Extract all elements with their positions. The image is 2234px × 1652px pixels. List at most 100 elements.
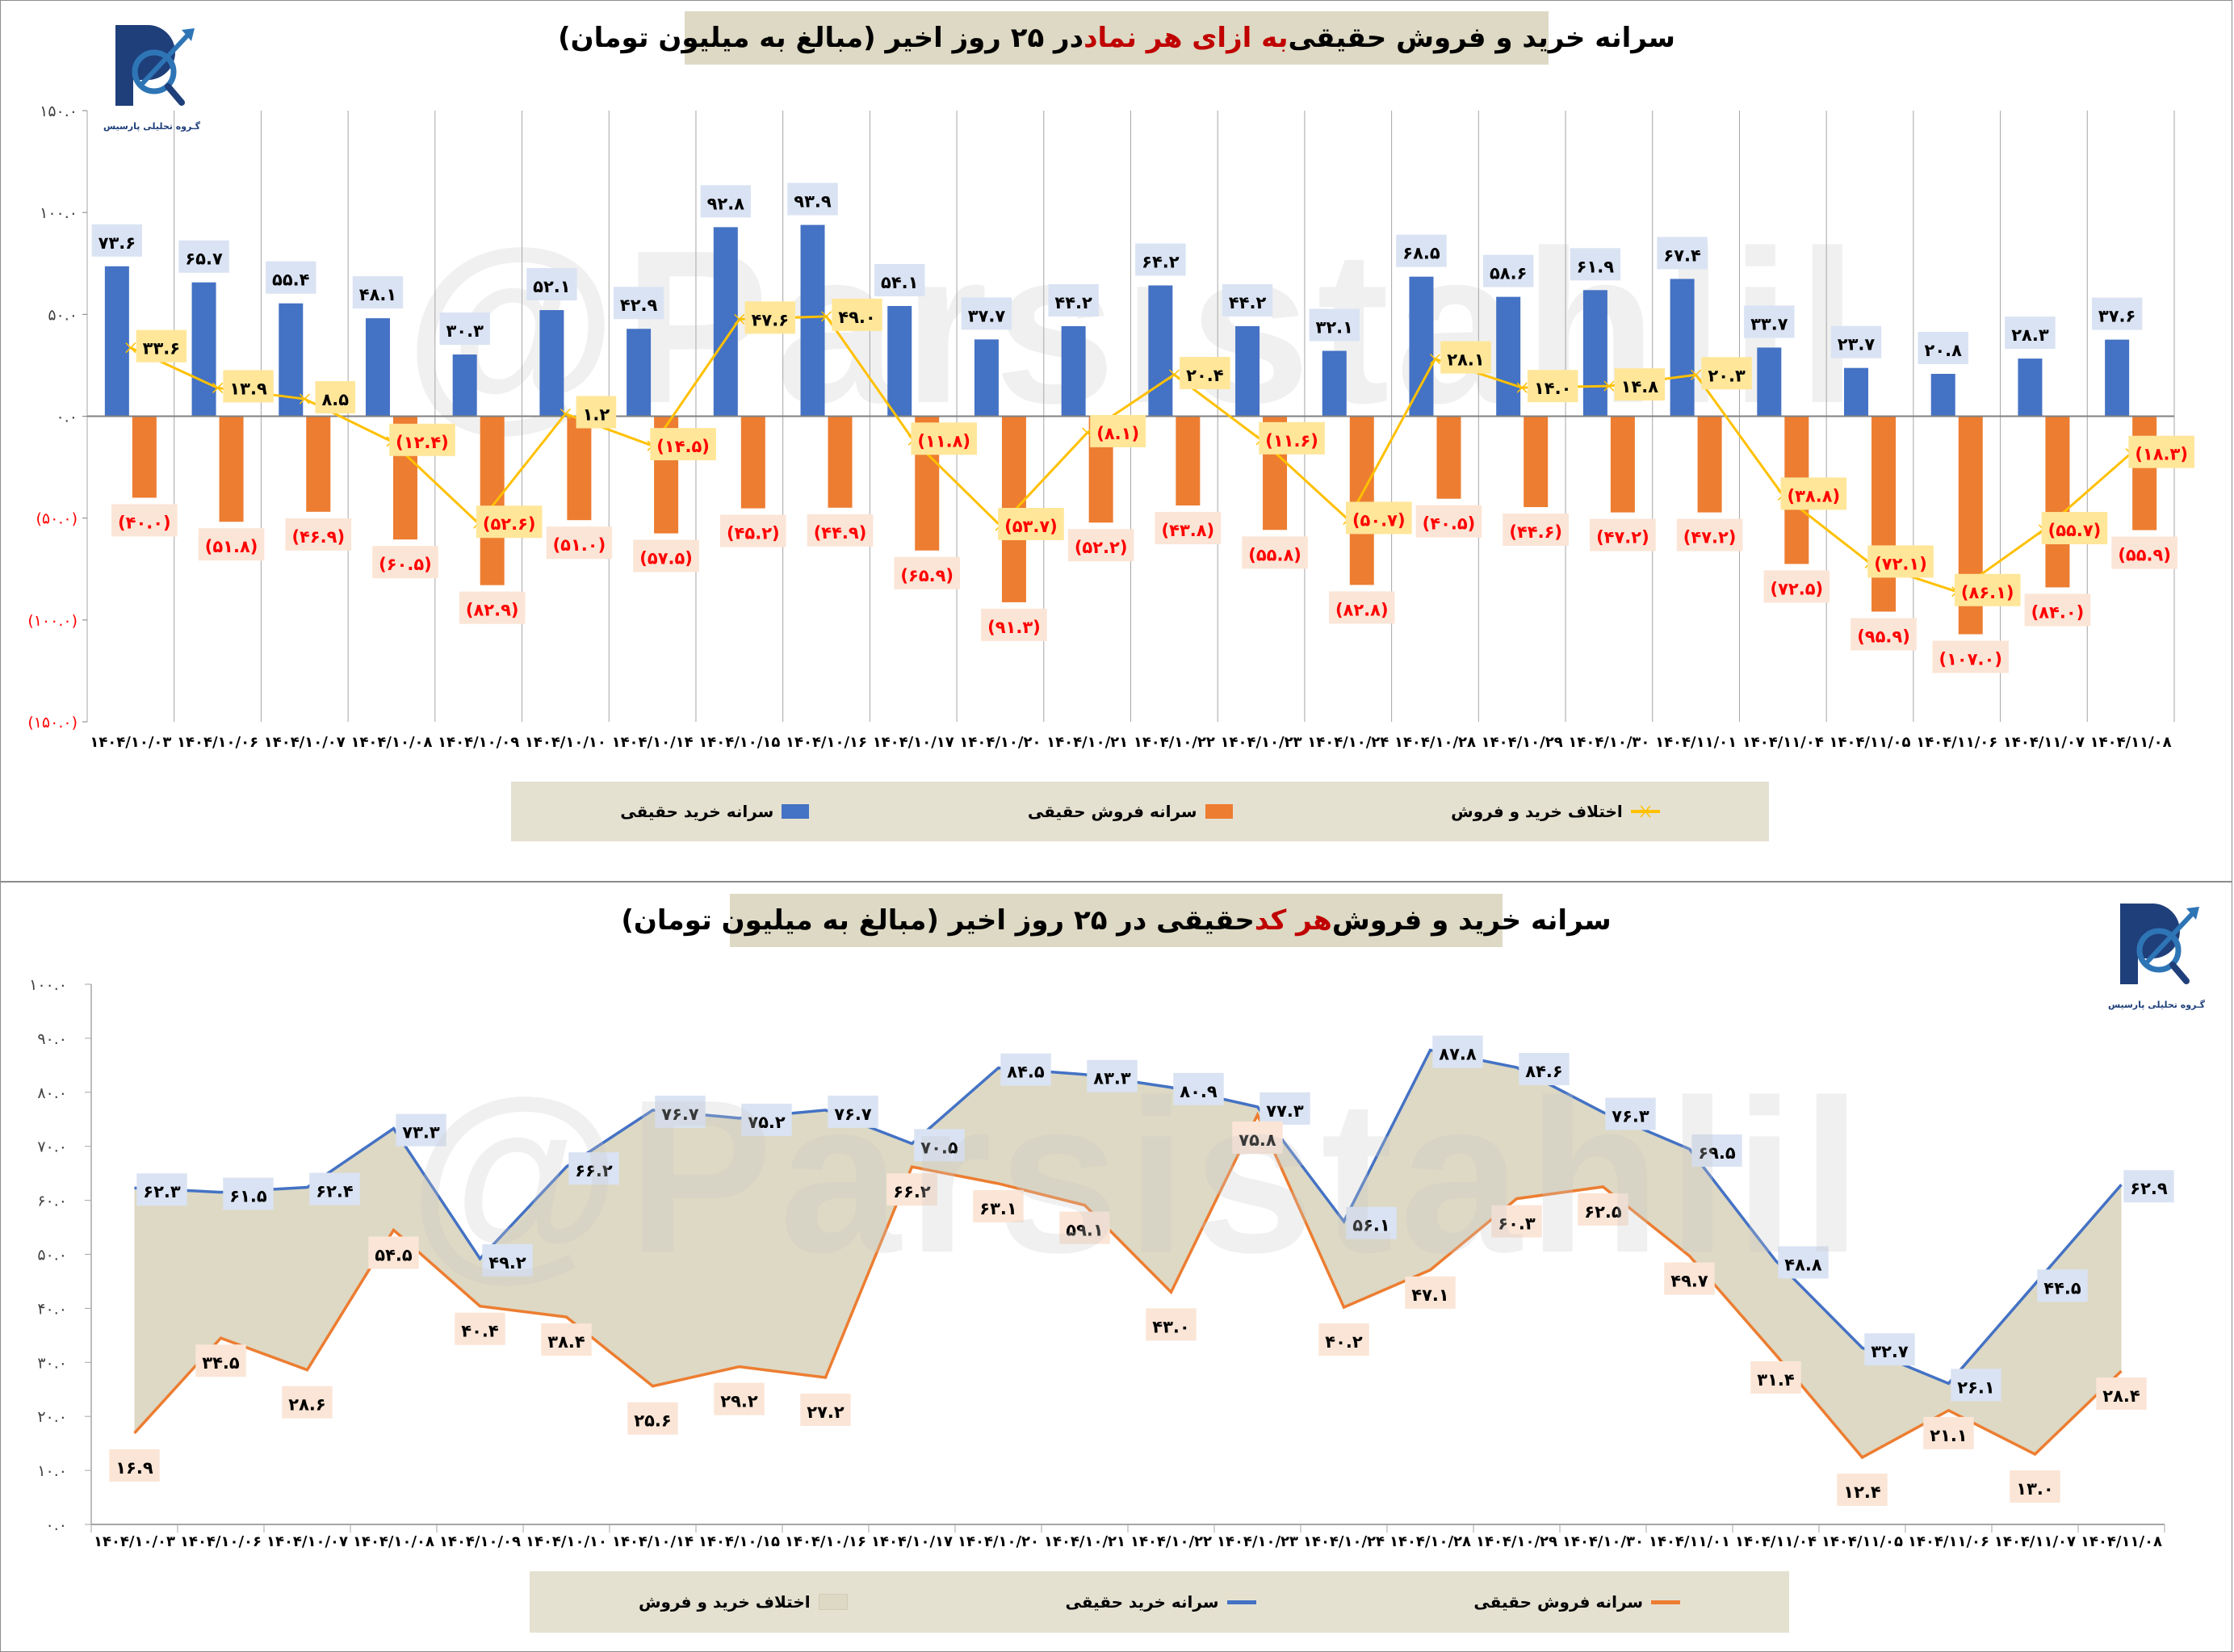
x-tick-label: ۱۴۰۴/۱۰/۰۳	[90, 734, 171, 751]
sell-data-label-text: ۲۸.۴	[2102, 1386, 2140, 1406]
buy-data-label-text: ۶۲.۳	[143, 1182, 181, 1201]
buy-data-label: ۴۹.۲	[482, 1244, 532, 1277]
buy-data-label-text: ۴۴.۲	[1054, 293, 1092, 312]
sell-data-label: (۵۱.۰)	[547, 526, 613, 559]
sell-bar	[1871, 417, 1896, 612]
buy-data-label-text: ۸۰.۹	[1180, 1082, 1218, 1101]
buy-data-label-text: ۵۴.۱	[881, 273, 918, 292]
buy-data-label: ۳۲.۷	[1864, 1333, 1914, 1365]
buy-data-label: ۴۴.۵	[2037, 1269, 2087, 1302]
sell-data-label: (۹۱.۳)	[981, 609, 1047, 641]
buy-data-label: ۸۴.۶	[1519, 1053, 1569, 1085]
sell-data-label: ۳۴.۵	[195, 1344, 245, 1377]
diff-data-label-text: ۲۸.۱	[1447, 350, 1484, 370]
x-tick-label: ۱۴۰۴/۱۰/۱۰	[525, 734, 606, 751]
diff-data-label: ۸.۵	[315, 381, 355, 413]
x-tick-label: ۱۴۰۴/۱۰/۲۹	[1476, 1533, 1557, 1550]
diff-data-label-text: (۵۳.۷)	[1004, 517, 1058, 536]
sell-data-label-text: ۴۳.۰	[1152, 1317, 1189, 1336]
buy-data-label: ۸۰.۹	[1173, 1073, 1223, 1105]
sell-data-label: ۴۷.۱	[1405, 1277, 1455, 1309]
sell-bar	[220, 417, 244, 522]
sell-data-label-text: ۱۶.۹	[115, 1458, 153, 1478]
sell-data-label: ۲۷.۲	[800, 1394, 850, 1426]
diff-data-label: ۱۳.۹	[223, 370, 273, 402]
x-tick-label: ۱۴۰۴/۱۰/۳۰	[1562, 1533, 1644, 1550]
sell-data-label-text: (۴۵.۲)	[727, 524, 780, 543]
buy-data-label: ۲۸.۳	[2005, 317, 2055, 349]
diff-data-label: (۵۳.۷)	[998, 508, 1064, 540]
sell-data-label: (۶۵.۹)	[894, 557, 960, 589]
diff-data-label-text: (۱۸.۳)	[2135, 445, 2188, 464]
buy-data-label-text: ۷۶.۷	[661, 1105, 699, 1124]
sell-data-label: ۵۹.۱	[1059, 1212, 1109, 1244]
buy-data-label-text: ۹۳.۹	[794, 192, 832, 212]
sell-data-label-text: (۸۴.۰)	[2031, 602, 2085, 622]
x-tick-label: ۱۴۰۴/۱۰/۲۴	[1307, 734, 1389, 751]
sell-data-label-text: (۱۰۷.۰)	[1939, 649, 2002, 669]
buy-data-label-text: ۷۳.۳	[402, 1123, 440, 1143]
buy-data-label-text: ۶۷.۴	[1663, 245, 1701, 265]
diff-data-label-text: (۱۴.۵)	[656, 437, 710, 456]
x-tick-label: ۱۴۰۴/۱۰/۳۰	[1568, 734, 1649, 751]
buy-data-label: ۹۲.۸	[701, 185, 751, 217]
legend-item-diff: اختلاف خرید و فروش	[1451, 802, 1660, 821]
buy-data-label-text: ۷۶.۳	[1612, 1107, 1649, 1126]
y-tick-label: (۱۵۰.۰)	[27, 714, 78, 732]
sell-data-label: (۸۲.۸)	[1329, 591, 1395, 623]
diff-data-label-text: ۱۴.۰	[1534, 379, 1571, 398]
x-tick-label: ۱۴۰۴/۱۰/۱۴	[612, 734, 694, 751]
x-tick-label: ۱۴۰۴/۱۱/۰۴	[1742, 734, 1824, 751]
sell-data-label: (۴۴.۹)	[807, 514, 874, 547]
diff-data-label: (۵۲.۶)	[476, 505, 543, 538]
buy-data-label: ۵۸.۶	[1483, 255, 1533, 287]
buy-data-label: ۶۴.۲	[1135, 244, 1185, 276]
sell-bar	[2132, 417, 2156, 530]
buy-bar	[1583, 290, 1607, 416]
sell-data-label: (۴۴.۶)	[1503, 514, 1569, 546]
diff-data-label-text: (۵۲.۶)	[483, 514, 536, 534]
sell-data-label: ۱۶.۹	[109, 1449, 159, 1482]
y-tick-label: ۸۰.۰	[37, 1084, 67, 1102]
sell-data-label: (۴۷.۲)	[1677, 519, 1743, 551]
buy-data-label-text: ۵۸.۶	[1490, 264, 1527, 283]
buy-bar	[1409, 277, 1433, 417]
buy-data-label: ۷۳.۳	[396, 1114, 446, 1147]
sell-data-label-text: ۴۰.۲	[1325, 1332, 1363, 1352]
x-tick-label: ۱۴۰۴/۱۱/۰۷	[2003, 734, 2085, 751]
sell-data-label-text: (۵۷.۵)	[639, 549, 693, 568]
x-tick-label: ۱۴۰۴/۱۰/۲۰	[958, 1533, 1039, 1550]
sell-data-label-text: (۵۵.۹)	[2118, 546, 2171, 565]
sell-data-label: (۵۲.۲)	[1068, 529, 1134, 561]
sell-data-label-text: (۸۲.۹)	[466, 601, 519, 620]
sell-data-label: ۲۸.۶	[282, 1386, 332, 1419]
legend-item-buy: سرانه خرید حقیقی	[620, 802, 809, 821]
y-tick-label: (۵۰.۰)	[36, 510, 78, 528]
buy-bar	[1148, 286, 1172, 417]
buy-data-label: ۶۶.۲	[568, 1152, 618, 1184]
bar-chart-per-symbol: ۱۵۰.۰۱۰۰.۰۵۰.۰۰.۰(۵۰.۰)(۱۰۰.۰)(۱۵۰.۰)۷۳.…	[1, 1, 2233, 776]
sell-bar	[567, 417, 591, 521]
sell-data-label-text: ۶۲.۵	[1584, 1202, 1622, 1222]
diff-data-label: ۲۰.۴	[1180, 357, 1230, 389]
sell-data-label: (۴۰.۵)	[1416, 505, 1482, 538]
x-tick-label: ۱۴۰۴/۱۰/۰۳	[94, 1533, 175, 1550]
buy-bar	[2105, 340, 2129, 417]
sell-data-label: (۵۵.۹)	[2111, 537, 2177, 569]
diff-data-label-text: ۸.۵	[321, 390, 349, 409]
sell-data-label: ۶۰.۳	[1491, 1205, 1541, 1238]
sell-bar	[132, 417, 157, 498]
x-tick-label: ۱۴۰۴/۱۱/۰۱	[1655, 734, 1737, 751]
buy-bar	[105, 266, 129, 417]
sell-data-label-text: (۷۲.۵)	[1771, 579, 1824, 598]
sell-data-label-text: (۴۰.۰)	[118, 513, 171, 532]
sell-data-label: ۴۰.۲	[1318, 1323, 1368, 1356]
buy-data-label-text: ۷۶.۷	[834, 1105, 872, 1124]
diff-data-label-text: (۵۰.۷)	[1352, 510, 1406, 530]
x-tick-label: ۱۴۰۴/۱۰/۲۳	[1217, 1533, 1298, 1550]
sell-data-label: ۳۸.۴	[541, 1323, 591, 1356]
sell-data-label-text: ۴۰.۴	[461, 1322, 499, 1341]
sell-data-label-text: (۸۲.۸)	[1335, 600, 1389, 619]
buy-data-label: ۵۴.۱	[874, 264, 924, 296]
y-tick-label: ۰.۰	[46, 1516, 67, 1534]
